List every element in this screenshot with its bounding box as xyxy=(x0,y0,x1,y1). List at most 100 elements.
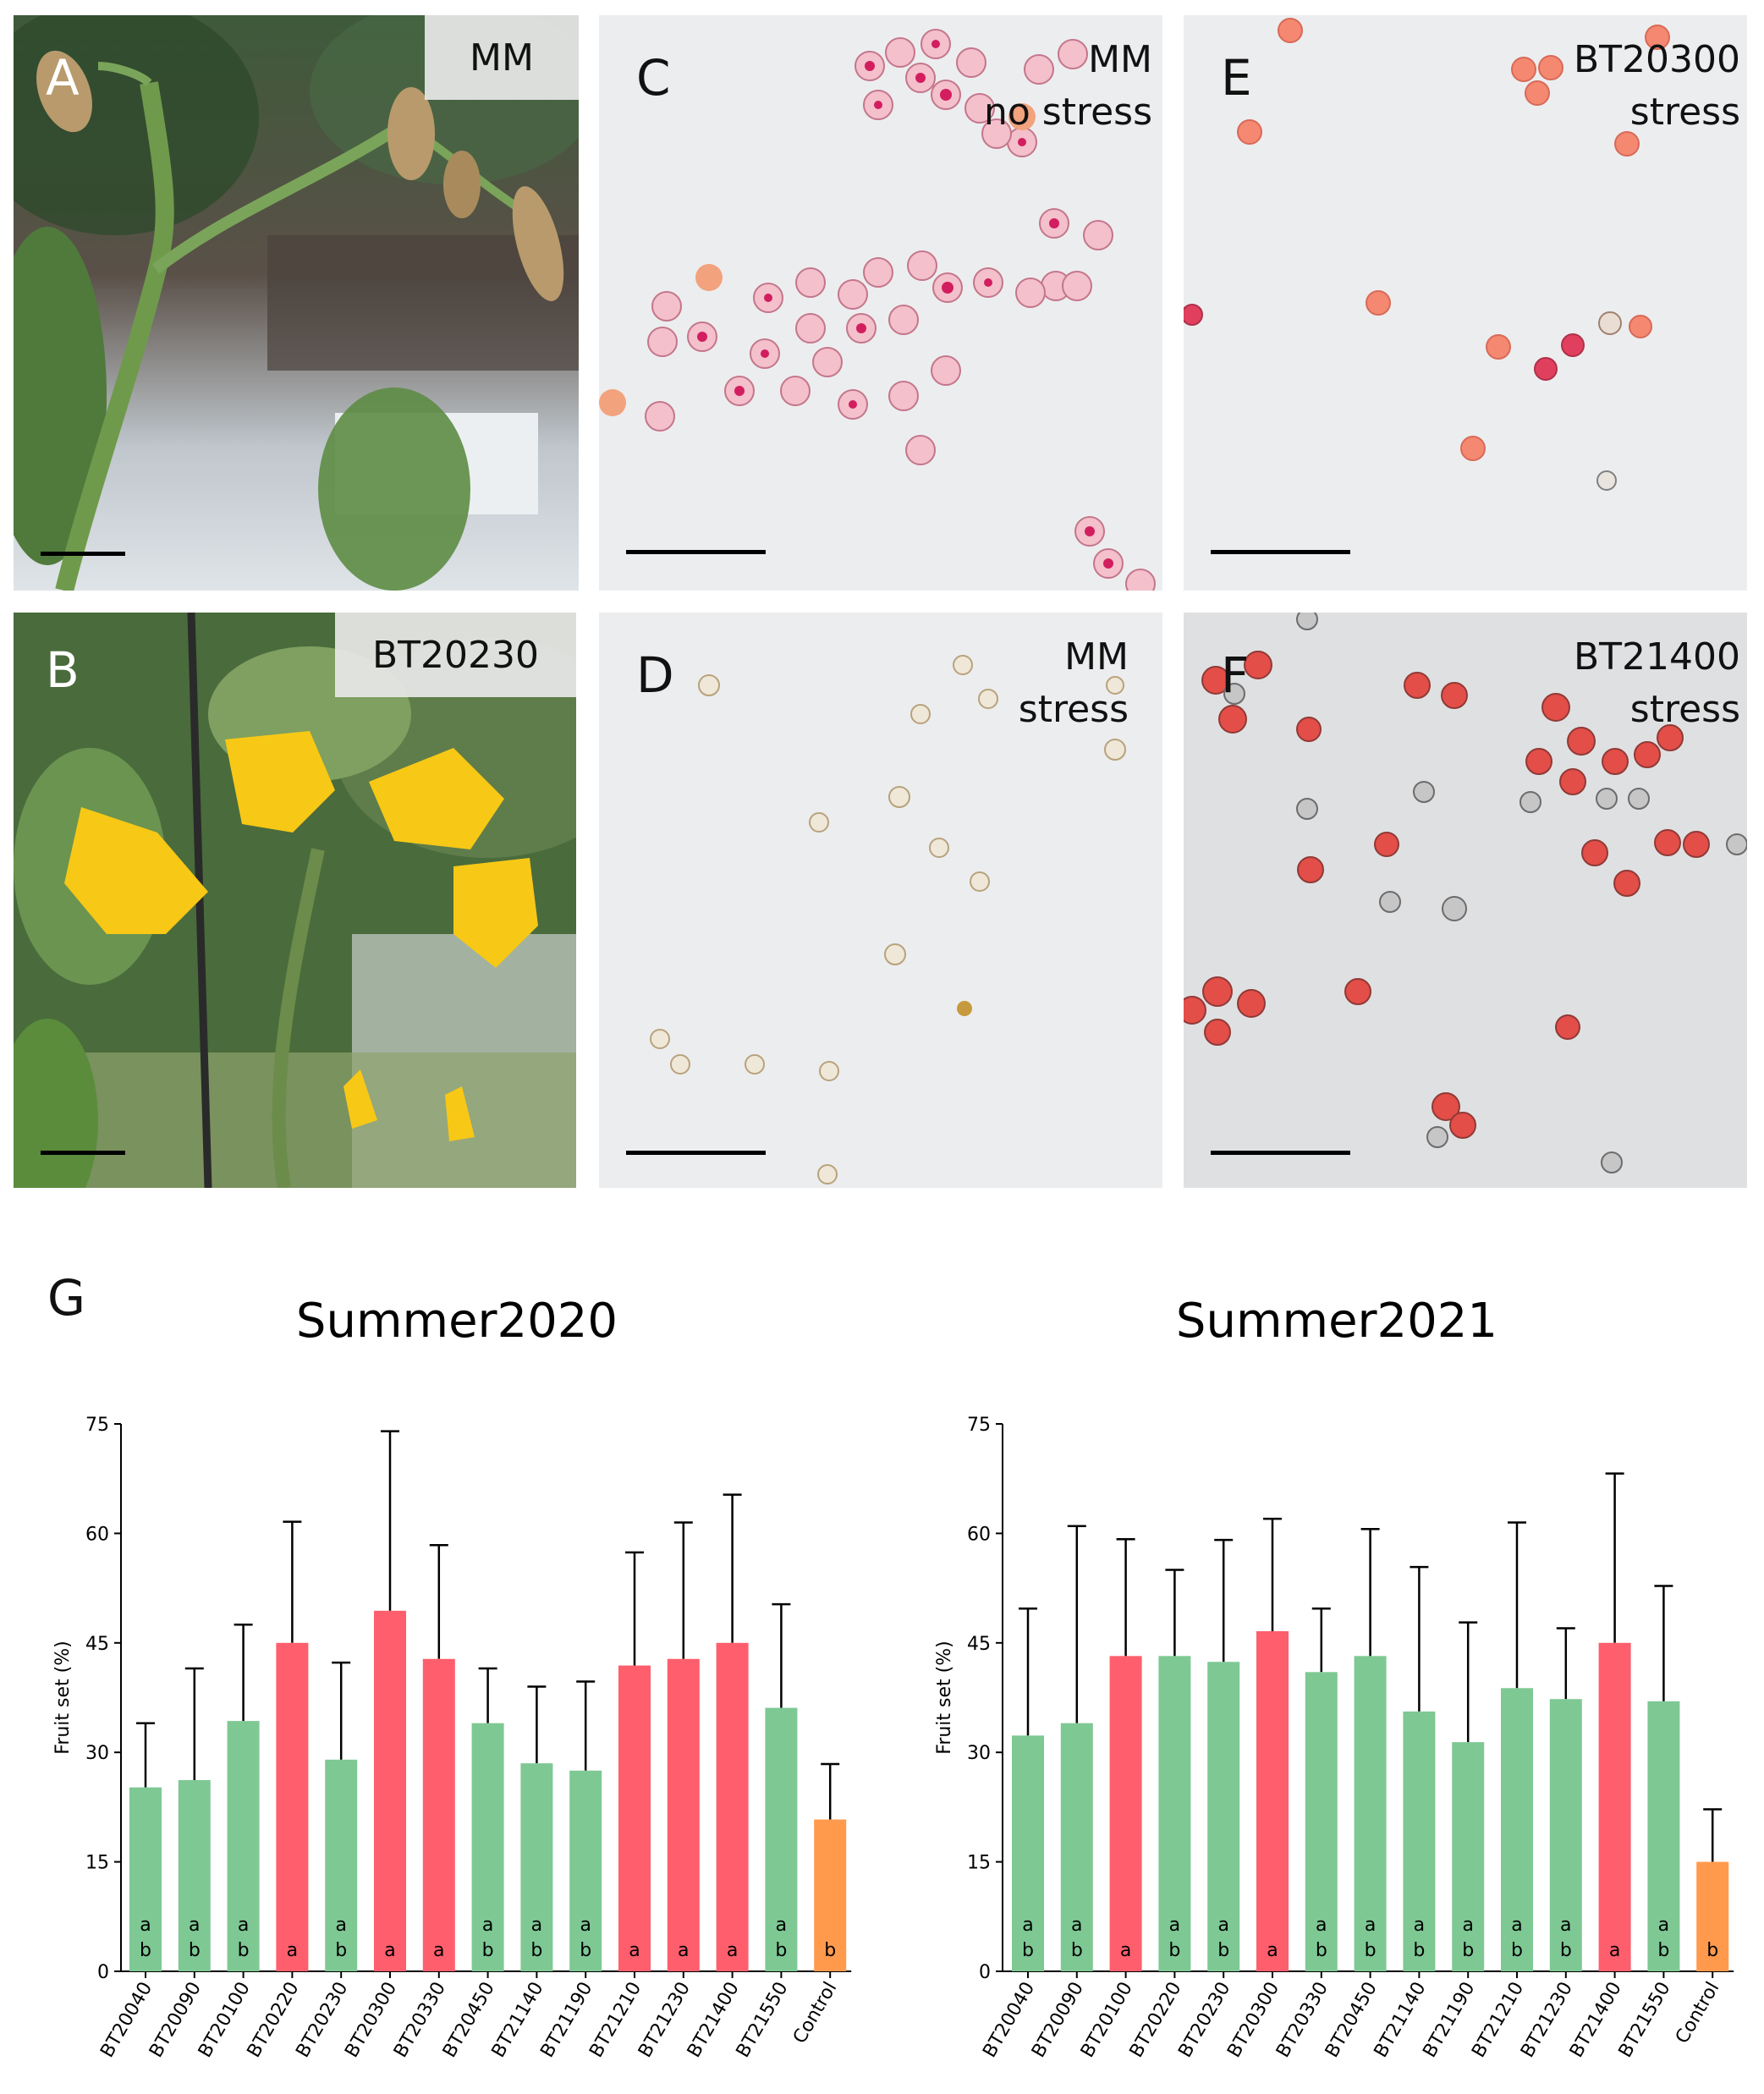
panel-label-c-line2: no stress xyxy=(983,91,1152,134)
significance-letter: a xyxy=(580,1915,591,1936)
bar xyxy=(569,1770,602,1971)
bar xyxy=(1647,1701,1680,1971)
bar xyxy=(667,1658,700,1971)
panel-letter-f: F xyxy=(1221,646,1250,704)
significance-letter: a xyxy=(678,1940,689,1961)
panel-label-e: BT20300 stress xyxy=(1574,34,1740,139)
significance-letter: a xyxy=(482,1915,493,1936)
scale-bar-c xyxy=(626,550,766,554)
stained-pollen-micrograph-f xyxy=(1184,613,1747,1173)
significance-letter: a xyxy=(1511,1915,1522,1936)
y-axis-label-1: Fruit set (%) xyxy=(52,1641,74,1754)
panel-letter-b: B xyxy=(46,641,80,699)
panel-label-d-line2: stress xyxy=(1018,688,1129,731)
significance-letter: a xyxy=(727,1940,738,1961)
significance-letter: a xyxy=(1658,1915,1669,1936)
significance-letter: b xyxy=(1071,1940,1083,1961)
bar xyxy=(814,1819,847,1971)
significance-letter: b xyxy=(1217,1940,1229,1961)
bar xyxy=(1403,1711,1436,1971)
panel-label-f-line1: BT21400 xyxy=(1573,635,1740,679)
significance-letter: b xyxy=(1316,1940,1327,1961)
panel-label-c-line1: MM xyxy=(1088,38,1152,81)
significance-letter: b xyxy=(824,1940,836,1961)
scale-bar-f xyxy=(1211,1151,1350,1155)
panel-label-e-line2: stress xyxy=(1629,91,1740,134)
panel-label-d-line1: MM xyxy=(1064,635,1129,679)
significance-letter: a xyxy=(1267,1940,1278,1961)
x-tick-label: Control xyxy=(789,1979,841,2047)
scale-bar-e xyxy=(1211,550,1350,554)
significance-letter: b xyxy=(335,1940,347,1961)
significance-letter: b xyxy=(1462,1940,1474,1961)
chart-title-2: Summer2021 xyxy=(1176,1294,1497,1349)
bar xyxy=(618,1665,651,1971)
bar xyxy=(716,1642,749,1971)
significance-letter: b xyxy=(482,1940,494,1961)
significance-letter: b xyxy=(580,1940,591,1961)
significance-letter: a xyxy=(287,1940,298,1961)
y-tick-label: 15 xyxy=(967,1853,991,1874)
photo-panel-b: B BT20230 xyxy=(14,613,576,1188)
scale-bar-a xyxy=(41,552,125,556)
significance-letter: b xyxy=(238,1940,250,1961)
y-tick-label: 0 xyxy=(979,1962,991,1983)
significance-letter: b xyxy=(530,1940,542,1961)
x-tick-label: Control xyxy=(1672,1979,1723,2047)
panel-label-c: MM no stress xyxy=(984,34,1152,139)
micrograph-panel-f: F BT21400 stress xyxy=(1184,613,1747,1188)
panel-letter-g: G xyxy=(47,1269,85,1327)
stained-pollen-micrograph-e xyxy=(1184,18,1670,491)
panel-label-f-line2: stress xyxy=(1629,688,1740,731)
significance-letter: a xyxy=(189,1915,200,1936)
y-axis-label-2: Fruit set (%) xyxy=(934,1641,955,1754)
bar xyxy=(1207,1662,1240,1971)
significance-letter: b xyxy=(1511,1940,1523,1961)
significance-letter: b xyxy=(1706,1940,1718,1961)
y-tick-label: 60 xyxy=(967,1524,991,1545)
significance-letter: a xyxy=(1609,1940,1620,1961)
panel-letter-e: E xyxy=(1221,49,1252,107)
bar xyxy=(1109,1656,1142,1971)
panel-letter-a: A xyxy=(46,49,80,107)
significance-letter: a xyxy=(1169,1915,1180,1936)
bar xyxy=(1158,1656,1191,1971)
significance-letter: a xyxy=(1022,1915,1033,1936)
bar xyxy=(1501,1688,1533,1971)
chart-title-1: Summer2020 xyxy=(296,1294,618,1349)
panel-label-b: BT20230 xyxy=(335,613,576,697)
bar xyxy=(471,1723,504,1971)
panel-letter-c: C xyxy=(636,49,671,107)
bar xyxy=(422,1658,455,1971)
bar xyxy=(520,1763,553,1971)
significance-letter: a xyxy=(531,1915,542,1936)
y-tick-label: 75 xyxy=(85,1415,109,1436)
bar xyxy=(276,1642,309,1971)
bar xyxy=(1060,1723,1093,1971)
y-tick-label: 30 xyxy=(967,1743,991,1764)
significance-letter: a xyxy=(384,1940,395,1961)
bar xyxy=(1012,1735,1044,1971)
y-tick-label: 15 xyxy=(85,1853,109,1874)
significance-letter: b xyxy=(775,1940,787,1961)
y-tick-label: 75 xyxy=(967,1415,991,1436)
y-tick-label: 45 xyxy=(85,1634,109,1655)
significance-letter: b xyxy=(189,1940,201,1961)
bar xyxy=(1305,1672,1338,1971)
bar xyxy=(374,1610,406,1971)
y-tick-label: 0 xyxy=(97,1962,109,1983)
y-tick-label: 60 xyxy=(85,1524,109,1545)
significance-letter: b xyxy=(1657,1940,1669,1961)
significance-letter: b xyxy=(1022,1940,1034,1961)
micrograph-panel-e: E BT20300 stress xyxy=(1184,15,1747,591)
significance-letter: a xyxy=(1071,1915,1082,1936)
bar xyxy=(325,1759,358,1971)
bar xyxy=(227,1721,260,1971)
panel-label-a: MM xyxy=(425,15,579,100)
bar xyxy=(1354,1656,1387,1971)
significance-letter: a xyxy=(433,1940,444,1961)
bar xyxy=(1696,1861,1729,1971)
panel-label-f: BT21400 stress xyxy=(1574,631,1740,736)
bar xyxy=(129,1787,162,1971)
